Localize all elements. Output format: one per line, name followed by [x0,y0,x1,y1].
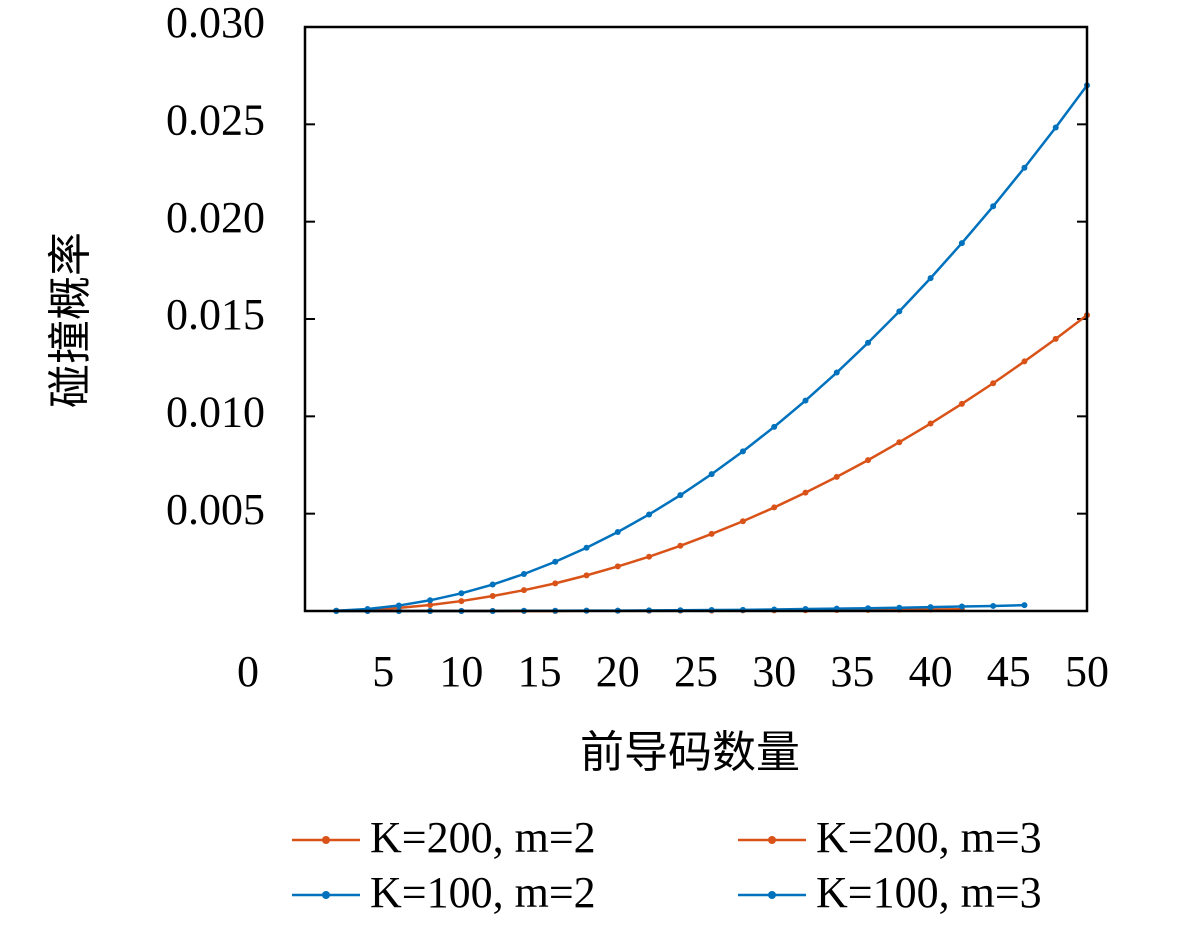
legend-label: K=100, m=3 [816,868,1042,917]
point [1052,124,1059,131]
point [990,602,997,609]
point [1021,602,1028,609]
x-tick-label: 25 [674,647,718,696]
point [927,420,934,427]
point [802,397,809,404]
point [458,590,465,597]
point [458,598,465,605]
x-tick-label: 40 [909,647,953,696]
series-line [336,314,1088,613]
point [646,553,653,560]
point [771,504,778,511]
plot-frame [303,25,1089,613]
point [990,380,997,387]
x-tick-label: 0 [237,647,259,696]
x-tick-label: 50 [1065,647,1109,696]
point [896,604,903,611]
legend-label: K=200, m=3 [816,813,1042,862]
x-tick-label: 15 [518,647,562,696]
legend-item: K=100, m=3 [738,868,1042,917]
point [677,492,684,499]
point [802,489,809,496]
point [990,203,997,210]
y-tick-label: 0.030 [166,0,265,47]
y-axis-label: 碰撞概率 [46,232,95,408]
point [646,511,653,518]
point [958,240,965,247]
legend-label: K=200, m=2 [370,813,596,862]
point [1052,335,1059,342]
point [614,563,621,570]
point [865,457,872,464]
x-tick-label: 30 [752,647,796,696]
y-tick-label: 0.015 [166,290,265,339]
x-tick-label: 35 [830,647,874,696]
y-tick-label: 0.020 [166,193,265,242]
point [427,597,434,604]
point [927,275,934,282]
point [896,308,903,315]
point [395,602,402,609]
point [739,518,746,525]
point [708,471,715,478]
point [708,530,715,537]
point [865,339,872,346]
point [896,439,903,446]
point [614,528,621,535]
point [552,580,559,587]
y-tick-label: 0.005 [166,485,265,534]
legend-item: K=200, m=3 [738,813,1042,862]
legend-marker [322,836,330,844]
point [520,587,527,594]
point [520,571,527,578]
point [583,572,590,579]
legend-item: K=200, m=2 [292,813,596,862]
point [833,473,840,480]
point [489,593,496,600]
point [739,448,746,455]
point [771,423,778,430]
point [427,601,434,608]
x-tick-label: 5 [372,647,394,696]
legend-marker [322,891,330,899]
legend-marker [768,891,776,899]
y-tick-label: 0.025 [166,95,265,144]
point [677,542,684,549]
point [583,544,590,551]
point [1021,164,1028,171]
x-tick-label: 45 [987,647,1031,696]
point [958,603,965,610]
point [833,369,840,376]
x-tick-label: 20 [596,647,640,696]
x-axis-label: 前导码数量 [580,728,800,777]
point [1021,358,1028,365]
point [489,581,496,588]
point [958,400,965,407]
legend-label: K=100, m=2 [370,868,596,917]
x-tick-label: 10 [439,647,483,696]
legend-marker [768,836,776,844]
legend-item: K=100, m=2 [292,868,596,917]
point [552,558,559,565]
point [927,604,934,611]
y-tick-label: 0.010 [166,387,265,436]
